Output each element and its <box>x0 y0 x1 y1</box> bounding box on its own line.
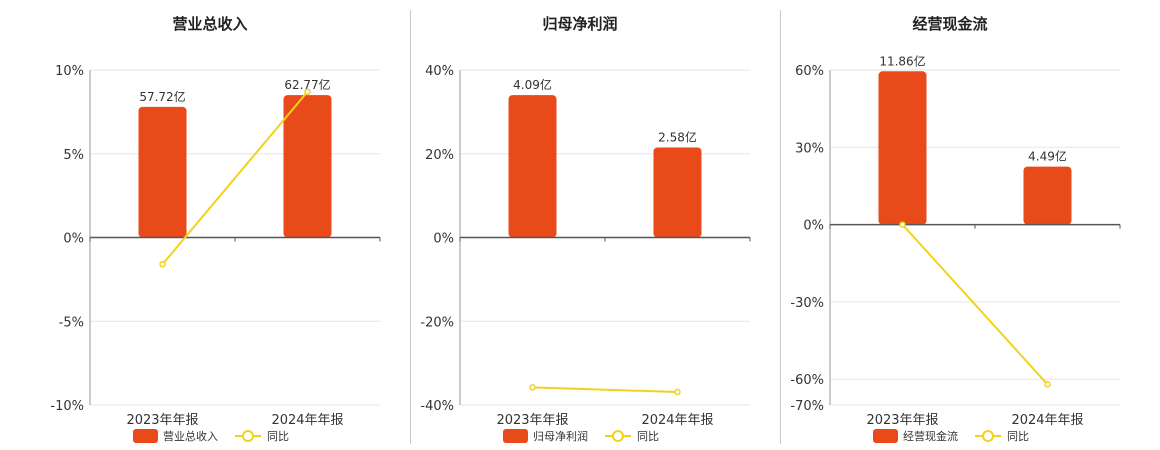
legend-line-marker <box>982 430 994 442</box>
bar-value-label: 62.77亿 <box>284 77 330 92</box>
x-category-label: 2024年年报 <box>271 413 343 428</box>
revenue-bar <box>1023 166 1072 225</box>
x-category-label: 2023年年报 <box>496 413 568 428</box>
y-tick-label: 40% <box>425 64 454 79</box>
legend-line-label: 同比 <box>267 430 289 443</box>
yoy-point <box>529 384 536 391</box>
x-category-label: 2024年年报 <box>641 413 713 428</box>
yoy-line <box>161 91 309 265</box>
chart-title: 营业总收入 <box>172 15 247 33</box>
y-tick-label: 5% <box>63 148 84 163</box>
revenue-bar <box>138 106 187 238</box>
legend-line-marker <box>242 430 254 442</box>
legend-line-label: 同比 <box>1007 430 1029 443</box>
legend-bar-swatch <box>873 429 898 443</box>
yoy-point <box>304 88 311 96</box>
yoy-point <box>1044 381 1051 388</box>
legend-line-label: 同比 <box>637 430 659 443</box>
y-tick-label: 0% <box>433 232 454 247</box>
bar-value-label: 2.58亿 <box>658 129 697 144</box>
yoy-line <box>901 223 1049 386</box>
revenue-bar <box>508 95 557 238</box>
y-tick-label: 30% <box>795 141 824 156</box>
bar-value-label: 57.72亿 <box>139 89 185 104</box>
y-tick-label: -40% <box>420 399 454 414</box>
chart-title: 归母净利润 <box>542 15 617 33</box>
y-tick-label: -5% <box>59 315 84 330</box>
panel-divider <box>780 10 781 444</box>
bar-value-label: 11.86亿 <box>879 53 925 68</box>
y-tick-label: -30% <box>790 296 824 311</box>
legend-bar-swatch <box>133 429 158 443</box>
cash-flow-chart-panel: 经营现金流 60% 30% 0% -30% -60% -70% 11.86亿 4.49亿 2023… <box>790 15 1121 443</box>
y-tick-label: 60% <box>795 64 824 79</box>
y-tick-label: 20% <box>425 148 454 163</box>
revenue-bar <box>878 71 927 225</box>
legend-bar-label: 归母净利润 <box>533 429 588 443</box>
x-category-label: 2023年年报 <box>126 413 198 428</box>
yoy-point <box>674 388 681 396</box>
net-profit-chart-panel: 归母净利润 40% 20% 0% -20% -40% 4.09亿 2.58亿 2023年年报 20… <box>420 15 751 443</box>
yoy-point <box>899 221 906 228</box>
chart-title: 经营现金流 <box>912 15 987 33</box>
legend-bar-label: 经营现金流 <box>903 429 958 443</box>
bar-value-label: 4.09亿 <box>513 77 552 92</box>
x-category-label: 2024年年报 <box>1011 413 1083 428</box>
y-tick-label: -10% <box>50 399 84 414</box>
revenue-bar <box>283 95 332 238</box>
yoy-line <box>532 386 678 394</box>
y-tick-label: 0% <box>63 232 84 247</box>
revenue-bar <box>653 147 702 238</box>
panel-divider <box>410 10 411 444</box>
yoy-point <box>159 261 166 268</box>
y-tick-label: -70% <box>790 399 824 414</box>
legend-bar-label: 营业总收入 <box>163 429 218 443</box>
bar-value-label: 4.49亿 <box>1028 149 1067 164</box>
y-tick-label: 10% <box>55 64 84 79</box>
revenue-chart-panel: 营业总收入 10% 5% 0% -5% -10% 57.72亿 62.77亿 2023年年报 20… <box>50 15 381 443</box>
legend-bar-swatch <box>503 429 528 443</box>
y-tick-label: 0% <box>803 219 824 234</box>
y-tick-label: -60% <box>790 373 824 388</box>
legend-line-marker <box>612 430 624 442</box>
y-tick-label: -20% <box>420 315 454 330</box>
x-category-label: 2023年年报 <box>866 413 938 428</box>
